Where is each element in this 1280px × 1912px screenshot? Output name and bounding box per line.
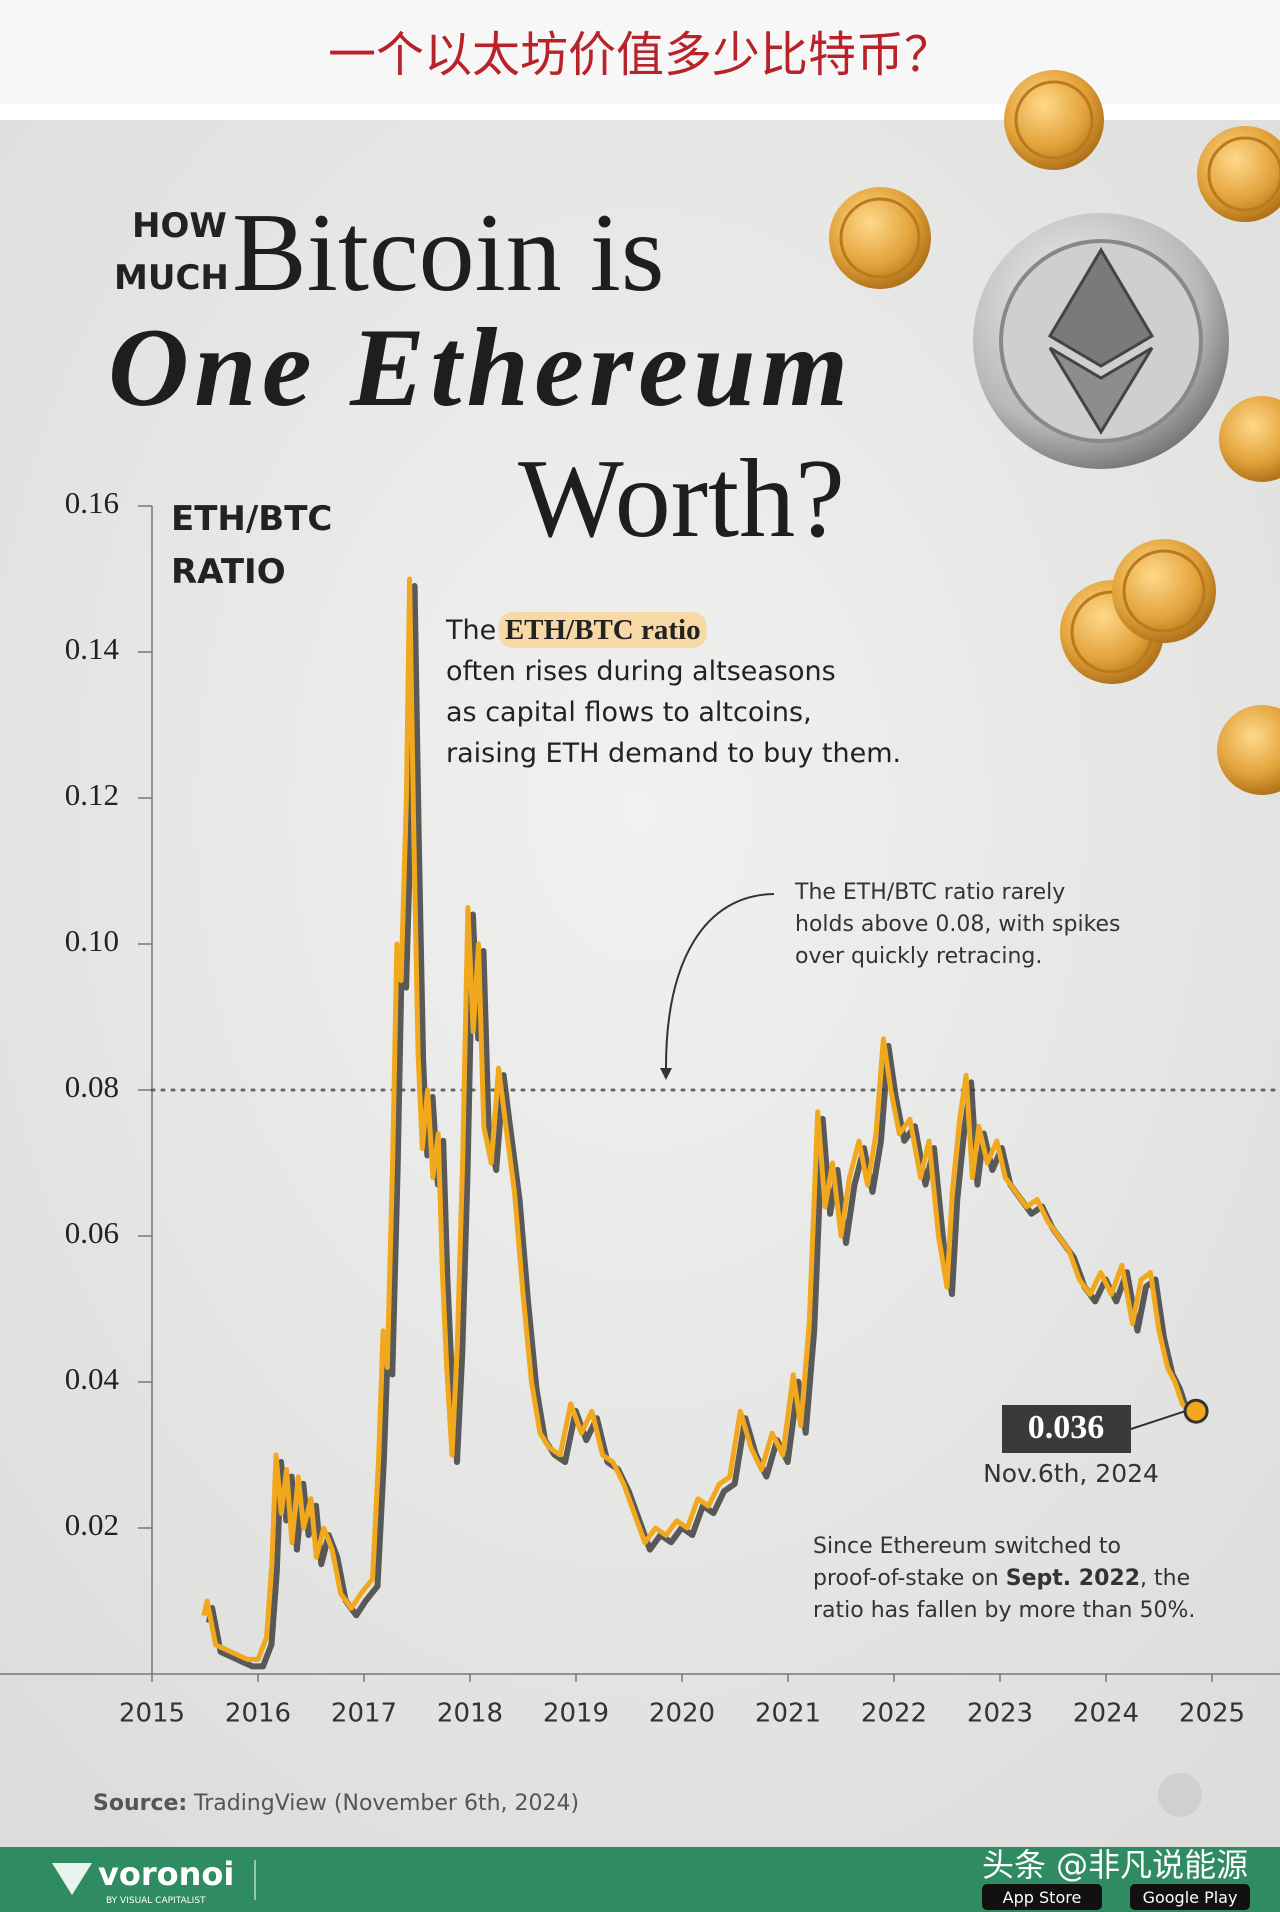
brand-logo <box>52 1863 92 1895</box>
x-tick-label: 2015 <box>119 1699 185 1729</box>
annotation-line: ratio has fallen by more than 50%. <box>813 1598 1195 1623</box>
annotation-line: The ETH/BTC ratio <box>445 614 701 646</box>
coins <box>829 70 1280 795</box>
annotation: Since Ethereum switched to proof-of-stak… <box>813 1534 1195 1623</box>
app-store-label: App Store <box>1003 1888 1082 1907</box>
annotation-text: proof-of-stake on <box>813 1566 1006 1591</box>
google-play-label: Google Play <box>1143 1888 1238 1907</box>
y-tick-label: 0.08 <box>65 1069 119 1104</box>
watermark: 头条 @非凡说能源 <box>982 1846 1248 1884</box>
google-play-button[interactable] <box>1130 1884 1250 1910</box>
x-tick-label: 2024 <box>1073 1699 1139 1729</box>
last-point <box>1183 1398 1209 1424</box>
x-tick-label: 2020 <box>649 1699 715 1729</box>
app-store-button[interactable] <box>982 1884 1102 1910</box>
y-tick-label: 0.14 <box>65 631 120 666</box>
source-label: Source: <box>93 1791 187 1816</box>
annotation-line: as capital flows to altcoins, <box>446 697 812 728</box>
annotation-text: The <box>445 615 505 646</box>
annotation: The ETH/BTC ratio rarely holds above 0.0… <box>794 880 1121 969</box>
y-tick-label: 0.04 <box>65 1361 120 1396</box>
y-axis-label: RATIO <box>171 552 286 592</box>
y-tick-label: 0.16 <box>65 485 119 520</box>
y-tick-label: 0.02 <box>65 1507 119 1542</box>
highlight <box>498 612 707 648</box>
title-small: HOW <box>132 206 227 246</box>
x-tick-label: 2018 <box>437 1699 503 1729</box>
line <box>201 576 1197 1662</box>
value-label: 0.036 <box>1028 1409 1105 1446</box>
annotation-line: Since Ethereum switched to <box>813 1534 1121 1559</box>
annotation: The ETH/BTC ratio often rises during alt… <box>445 614 901 769</box>
label-connector <box>1130 1410 1186 1430</box>
source-text: TradingView (November 6th, 2024) <box>193 1791 579 1816</box>
annotation-line: raising ETH demand to buy them. <box>446 738 901 769</box>
y-tick-label: 0.06 <box>65 1215 119 1250</box>
arrow-head <box>660 1068 672 1080</box>
annotation-line: holds above 0.08, with spikes <box>795 912 1121 937</box>
brand: voronoi <box>98 1855 234 1893</box>
banner-title: 一个以太坊价值多少比特币？ <box>328 27 952 83</box>
x-tick-label: 2019 <box>543 1699 609 1729</box>
title: One Ethereum <box>108 306 848 430</box>
x-tick-label: 2016 <box>225 1699 291 1729</box>
x-tick-label: 2023 <box>967 1699 1033 1729</box>
chart: 0.02 0.04 0.06 0.08 0.10 0.12 0.14 0.16 2015 2016… <box>0 485 1280 1729</box>
annotation-line: proof-of-stake on Sept. 2022, the <box>813 1566 1190 1591</box>
logo-mark <box>1158 1773 1202 1817</box>
y-tick-label: 0.12 <box>65 777 119 812</box>
x-tick-label: 2025 <box>1179 1699 1245 1729</box>
annotation-line: over quickly retracing. <box>795 944 1042 969</box>
annotation-text: Sept. 2022 <box>1006 1566 1140 1591</box>
value-label-box <box>1002 1405 1131 1453</box>
y-tick-label: 0.10 <box>65 923 119 958</box>
annotation-line: often rises during altseasons <box>446 656 836 687</box>
annotation-text: ETH/BTC ratio <box>505 614 701 646</box>
y-axis-label: ETH/BTC <box>171 499 332 539</box>
title: Bitcoin is <box>232 191 664 315</box>
x-tick-label: 2017 <box>331 1699 397 1729</box>
title: Worth? <box>518 437 845 561</box>
title-small: MUCH <box>114 258 229 298</box>
x-tick-label: 2021 <box>755 1699 821 1729</box>
annotation-line: The ETH/BTC ratio rarely <box>794 880 1065 905</box>
brand-sub: BY VISUAL CAPITALIST <box>106 1896 206 1906</box>
arrow <box>664 893 775 1073</box>
x-tick-label: 2022 <box>861 1699 927 1729</box>
annotation-text: , the <box>1140 1566 1190 1591</box>
date-label: Nov.6th, 2024 <box>983 1459 1159 1488</box>
